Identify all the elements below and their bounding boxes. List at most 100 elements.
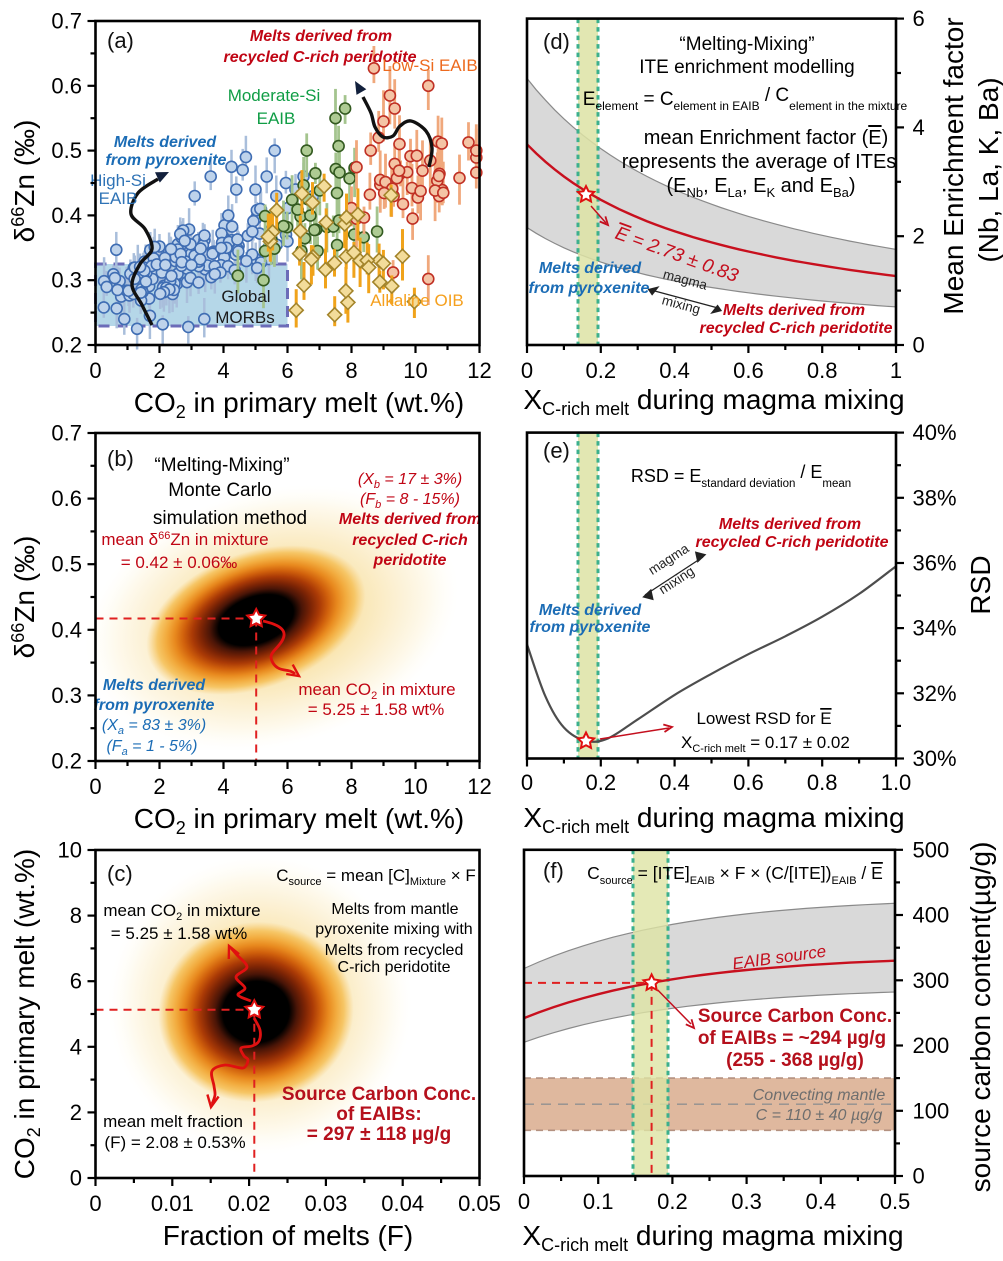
svg-text:8: 8 (345, 774, 357, 799)
svg-text:0.4: 0.4 (659, 358, 690, 383)
svg-text:= 0.42 ± 0.06‰: = 0.42 ± 0.06‰ (121, 553, 238, 572)
svg-text:from pyroxenite: from pyroxenite (106, 152, 227, 169)
svg-text:recycled C-rich: recycled C-rich (352, 532, 468, 549)
svg-text:δ66Zn (‰): δ66Zn (‰) (8, 120, 40, 243)
svg-text:(a): (a) (107, 28, 134, 53)
svg-text:Source Carbon Conc.: Source Carbon Conc. (282, 1084, 476, 1105)
svg-text:10: 10 (403, 774, 427, 799)
svg-text:12: 12 (467, 774, 491, 799)
svg-text:0.03: 0.03 (304, 1191, 347, 1216)
svg-text:0.4: 0.4 (806, 1189, 837, 1214)
svg-text:Monte Carlo: Monte Carlo (168, 480, 272, 501)
svg-text:0: 0 (89, 1191, 101, 1216)
svg-text:(f): (f) (543, 858, 564, 883)
svg-text:Mean Enrichment factor: Mean Enrichment factor (938, 17, 969, 314)
svg-text:Low-Si EAIB: Low-Si EAIB (382, 56, 477, 75)
svg-text:Melts from recycled: Melts from recycled (325, 942, 464, 959)
svg-text:400: 400 (913, 903, 950, 928)
svg-text:(Fb = 8 - 15%): (Fb = 8 - 15%) (360, 491, 460, 511)
svg-text:C = 110 ± 40 µg/g: C = 110 ± 40 µg/g (756, 1107, 883, 1124)
svg-text:34%: 34% (913, 616, 957, 641)
svg-text:0.3: 0.3 (731, 1189, 762, 1214)
svg-text:Melts from mantle: Melts from mantle (331, 901, 458, 918)
svg-text:Melts derived: Melts derived (114, 134, 217, 151)
svg-text:0.6: 0.6 (51, 486, 82, 511)
svg-text:6: 6 (913, 6, 925, 31)
svg-text:of EAIBs = ~294 µg/g: of EAIBs = ~294 µg/g (698, 1028, 886, 1049)
svg-text:mean Enrichment factor (E): mean Enrichment factor (E) (644, 127, 889, 149)
svg-text:(b): (b) (107, 446, 134, 471)
svg-text:500: 500 (913, 837, 950, 862)
svg-text:CO2 in primary melt (wt.%): CO2 in primary melt (wt.%) (134, 803, 464, 838)
svg-text:0.6: 0.6 (51, 73, 82, 98)
svg-text:(Xb = 17 ± 3%): (Xb = 17 ± 3%) (358, 471, 462, 491)
svg-text:simulation method: simulation method (153, 508, 307, 529)
svg-text:recycled C-rich peridotite: recycled C-rich peridotite (696, 534, 889, 551)
svg-text:peridotite: peridotite (373, 552, 447, 569)
svg-text:(Nb, La, K, Ba): (Nb, La, K, Ba) (973, 77, 1003, 262)
svg-text:(F) = 2.08 ± 0.53%: (F) = 2.08 ± 0.53% (104, 1133, 245, 1152)
svg-text:36%: 36% (913, 550, 957, 575)
svg-text:from pyroxenite: from pyroxenite (529, 280, 650, 297)
svg-text:6: 6 (281, 774, 293, 799)
svg-text:Alkaline OIB: Alkaline OIB (370, 291, 464, 310)
svg-text:Melts derived from: Melts derived from (723, 302, 865, 319)
svg-text:Global: Global (221, 287, 270, 306)
svg-text:0.2: 0.2 (657, 1189, 688, 1214)
svg-text:(Xa = 83 ± 3%): (Xa = 83 ± 3%) (102, 717, 206, 737)
svg-text:source carbon content(µg/g): source carbon content(µg/g) (965, 842, 996, 1193)
svg-text:0.5: 0.5 (880, 1189, 911, 1214)
svg-text:Melts derived: Melts derived (539, 602, 642, 619)
svg-text:30%: 30% (913, 746, 957, 771)
svg-text:RSD: RSD (965, 555, 996, 614)
svg-text:100: 100 (913, 1098, 950, 1123)
svg-text:12: 12 (467, 358, 491, 383)
svg-text:0.2: 0.2 (586, 358, 617, 383)
svg-text:0.3: 0.3 (51, 683, 82, 708)
svg-text:EAIB: EAIB (99, 189, 138, 208)
svg-text:ITE enrichment modelling: ITE enrichment modelling (639, 57, 854, 78)
svg-text:0.2: 0.2 (51, 333, 82, 358)
svg-text:0.4: 0.4 (659, 770, 690, 795)
svg-text:4: 4 (217, 774, 229, 799)
svg-text:XC-rich melt during magma mixi: XC-rich melt during magma mixing (523, 802, 904, 837)
svg-text:0: 0 (70, 1166, 82, 1191)
svg-text:2: 2 (913, 224, 925, 249)
svg-text:0: 0 (89, 358, 101, 383)
svg-text:Fraction of melts (F): Fraction of melts (F) (163, 1220, 413, 1251)
svg-text:0.6: 0.6 (733, 358, 764, 383)
svg-text:High-Si: High-Si (90, 171, 146, 190)
svg-text:Melts derived: Melts derived (539, 260, 642, 277)
svg-text:0.8: 0.8 (807, 358, 838, 383)
svg-text:6: 6 (70, 969, 82, 994)
svg-text:0.4: 0.4 (51, 617, 82, 642)
svg-text:0.6: 0.6 (733, 770, 764, 795)
svg-text:0.8: 0.8 (807, 770, 838, 795)
svg-text:10: 10 (403, 358, 427, 383)
svg-text:0.1: 0.1 (583, 1189, 614, 1214)
svg-text:1.0: 1.0 (881, 770, 912, 795)
svg-text:1: 1 (890, 358, 902, 383)
svg-text:2: 2 (70, 1100, 82, 1125)
svg-text:0.4: 0.4 (51, 203, 82, 228)
svg-text:200: 200 (913, 1033, 950, 1058)
svg-text:Melts derived from: Melts derived from (250, 28, 392, 45)
svg-text:38%: 38% (913, 485, 957, 510)
svg-text:CO2 in primary melt (wt.%): CO2 in primary melt (wt.%) (134, 387, 464, 422)
svg-text:from pyroxenite: from pyroxenite (530, 619, 651, 636)
svg-text:0: 0 (913, 1164, 925, 1189)
svg-text:40%: 40% (913, 420, 957, 445)
svg-text:mean δ66Zn in mixture: mean δ66Zn in mixture (101, 530, 268, 549)
svg-text:CO2 in primary melt (wt.%): CO2 in primary melt (wt.%) (9, 849, 44, 1179)
svg-text:6: 6 (281, 358, 293, 383)
svg-text:0: 0 (913, 333, 925, 358)
svg-text:0.7: 0.7 (51, 9, 82, 34)
svg-text:2: 2 (153, 774, 165, 799)
svg-text:= 5.25 ± 1.58 wt%: = 5.25 ± 1.58 wt% (308, 700, 444, 719)
svg-text:(d): (d) (543, 29, 570, 54)
svg-text:(c): (c) (107, 861, 133, 886)
svg-text:from pyroxenite: from pyroxenite (94, 697, 215, 714)
svg-text:0.01: 0.01 (151, 1191, 194, 1216)
svg-text:32%: 32% (913, 681, 957, 706)
svg-text:Melts derived from: Melts derived from (719, 516, 861, 533)
